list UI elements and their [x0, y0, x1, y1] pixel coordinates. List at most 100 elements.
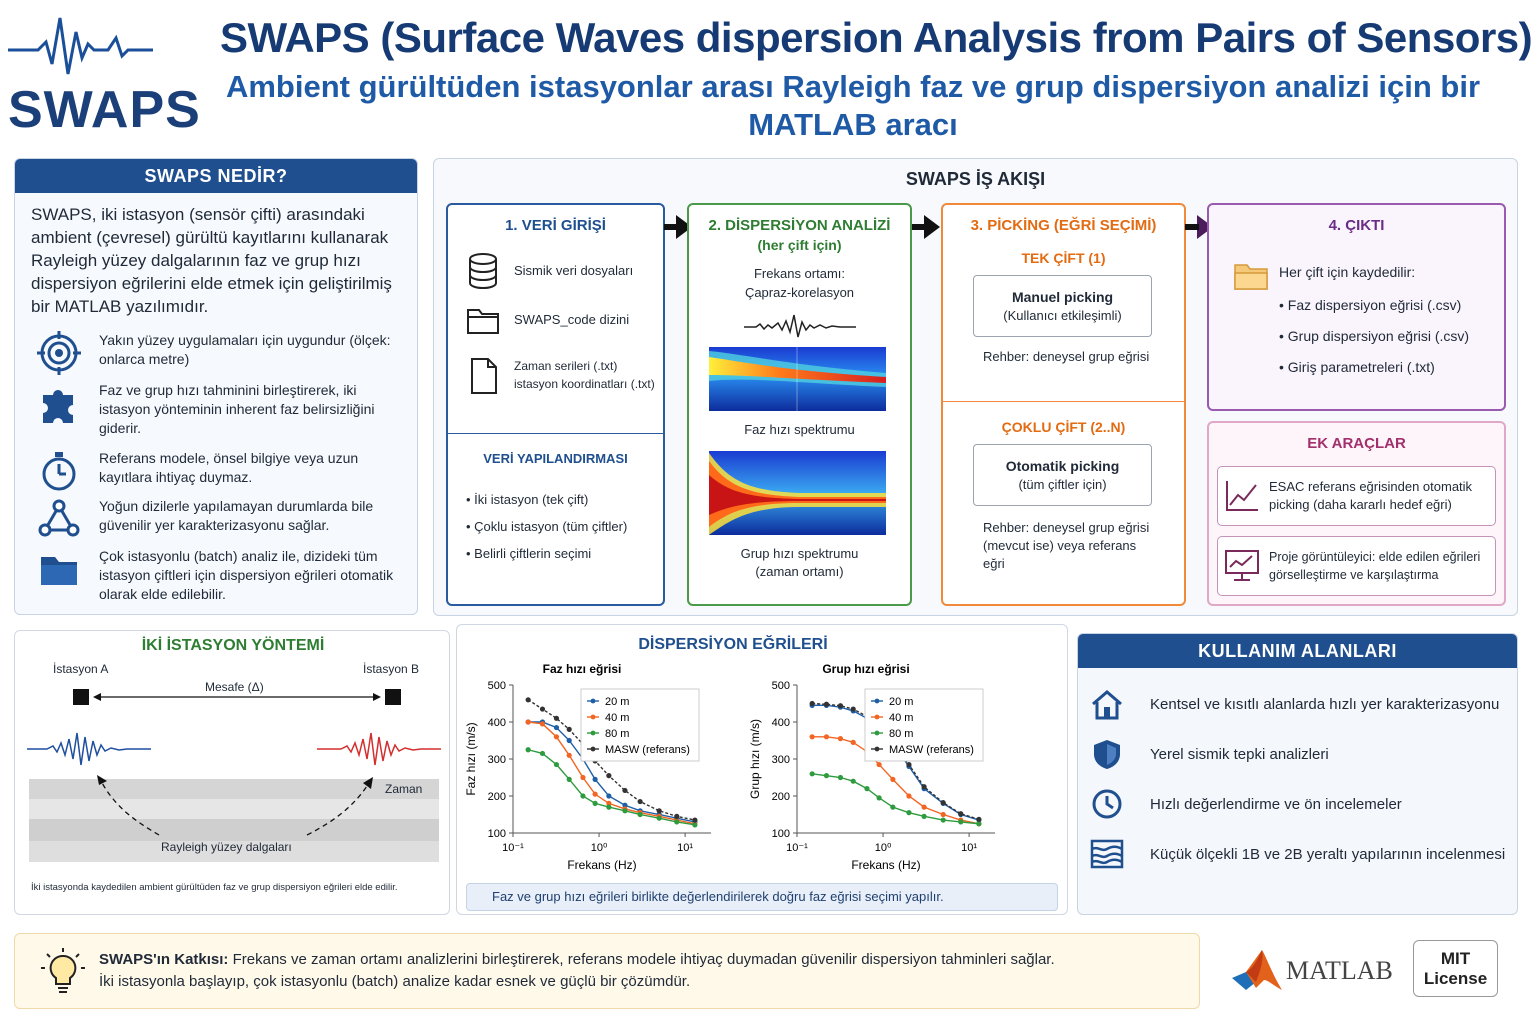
- data-point: [890, 804, 896, 810]
- data-point: [539, 750, 546, 757]
- multi-pair-title: ÇOKLU ÇİFT (2..N): [1001, 419, 1126, 435]
- use-item: Yerel sismik tepki analizleri: [1090, 738, 1329, 770]
- series-line: [527, 749, 696, 826]
- step-output-box: 4. ÇIKTI Her çift için kaydedilir: • Faz…: [1207, 203, 1506, 411]
- x-tick-label: 10¹: [961, 842, 977, 854]
- data-point: [674, 813, 680, 819]
- feature-text: Çok istasyonlu (batch) analiz ile, dizid…: [99, 548, 394, 602]
- x-tick-label: 10⁻¹: [786, 842, 808, 854]
- clock-icon: [1092, 789, 1122, 819]
- workflow-heading: SWAPS İŞ AKIŞI: [905, 169, 1046, 189]
- what-intro: SWAPS, iki istasyon (sensör çifti) arası…: [31, 205, 392, 316]
- logo-wave-icon: [8, 17, 153, 75]
- data-point: [921, 804, 927, 810]
- data-point: [823, 701, 830, 707]
- data-point: [809, 734, 815, 740]
- data-point: [592, 800, 598, 806]
- data-point: [876, 795, 882, 801]
- y-tick-label: 400: [488, 717, 506, 729]
- single-pair-title: TEK ÇİFT (1): [1021, 250, 1106, 266]
- y-tick-label: 500: [772, 680, 790, 692]
- y-tick-label: 100: [772, 828, 790, 840]
- group-spectrum-image: [709, 451, 886, 535]
- step-picking-title: 3. PİCKİNG (EĞRİ SEÇİMİ): [970, 217, 1157, 234]
- two-station-heading: İKİ İSTASYON YÖNTEMİ: [141, 637, 325, 654]
- y-axis-label: Grup hızı (m/s): [748, 719, 762, 799]
- legend-marker: [590, 746, 596, 752]
- data-point: [876, 761, 882, 768]
- x-axis-label: Frekans (Hz): [851, 858, 920, 872]
- legend-marker: [590, 698, 596, 704]
- input-item: Sismik veri dosyaları: [514, 263, 634, 278]
- x-tick-label: 10⁰: [591, 842, 608, 854]
- data-point: [566, 737, 572, 744]
- divider: [943, 401, 1184, 402]
- correlation-wave-icon: [744, 314, 856, 338]
- data-point: [525, 719, 531, 725]
- contribution-label: SWAPS'ın Katkısı:: [99, 951, 229, 968]
- y-tick-label: 300: [488, 754, 506, 766]
- arrow-icon: [912, 215, 940, 239]
- data-point: [976, 821, 982, 827]
- data-point: [692, 822, 698, 828]
- workflow-panel: SWAPS İŞ AKIŞI 1. VERİ GİRİŞİ Sismik ver…: [433, 158, 1518, 616]
- legend-label: 40 m: [889, 712, 913, 724]
- data-point: [622, 802, 628, 808]
- uses-heading: KULLANIM ALANLARI: [1078, 634, 1517, 668]
- data-point: [637, 811, 643, 818]
- extra-tool-text: ESAC referans eğrisinden otomatik pickin…: [1269, 479, 1473, 512]
- feature-item: Çok istasyonlu (batch) analiz ile, dizid…: [37, 547, 417, 604]
- license-line2: License: [1423, 969, 1488, 988]
- feature-text: Referans modele, önsel bilgiye veya uzun…: [99, 450, 359, 485]
- distance-arrow: [93, 693, 381, 701]
- station-b-marker: [385, 689, 401, 705]
- feature-text: Faz ve grup hızı tahminini birleştirerek…: [99, 382, 375, 436]
- data-point: [566, 752, 572, 758]
- config-item: • Çoklu istasyon (tüm çiftler): [466, 519, 628, 534]
- seismogram-b: [317, 732, 441, 766]
- ground-layers: [29, 779, 439, 862]
- data-point: [823, 773, 830, 779]
- legend: [864, 688, 984, 762]
- x-tick-label: 10⁻¹: [502, 842, 524, 854]
- step-analysis-subtitle: (her çift için): [757, 237, 842, 253]
- legend-label: 80 m: [605, 728, 629, 740]
- data-point: [592, 791, 598, 797]
- data-point: [622, 808, 628, 814]
- rayleigh-path: [97, 775, 373, 836]
- legend-marker: [590, 730, 596, 736]
- multi-guide: Rehber: deneysel grup eğrisi (mevcut ise…: [983, 520, 1150, 571]
- manual-picking-title: Manuel picking: [1011, 289, 1114, 305]
- step-picking-box: 3. PİCKİNG (EĞRİ SEÇİMİ) TEK ÇİFT (1) Ma…: [941, 203, 1186, 606]
- data-point: [656, 808, 662, 814]
- data-point: [940, 817, 946, 823]
- freq-label: Frekans ortamı:: [753, 266, 846, 281]
- output-item: • Faz dispersiyon eğrisi (.csv): [1279, 297, 1462, 313]
- y-tick-label: 200: [772, 791, 790, 803]
- uses-panel: KULLANIM ALANLARI Kentsel ve kısıtlı ala…: [1077, 633, 1518, 915]
- lightbulb-icon: [41, 948, 85, 993]
- legend: [580, 688, 700, 762]
- data-point: [921, 813, 927, 819]
- manual-picking-sub: (Kullanıcı etkileşimli): [1003, 308, 1122, 323]
- x-axis-label: Frekans (Hz): [567, 858, 636, 872]
- y-tick-label: 100: [488, 828, 506, 840]
- data-point: [809, 700, 815, 707]
- legend-label: 20 m: [605, 696, 629, 708]
- phase-spectrum-image: [709, 347, 886, 411]
- use-text: Yerel sismik tepki analizleri: [1150, 745, 1329, 763]
- folder-outline-icon: [467, 309, 499, 334]
- rayleigh-label: Rayleigh yüzey dalgaları: [161, 840, 292, 854]
- data-point: [566, 726, 572, 732]
- license-badge: MIT License: [1413, 940, 1498, 997]
- logo-text: SWAPS: [8, 81, 201, 139]
- step-input-box: 1. VERİ GİRİŞİ Sismik veri dosyaları SWA…: [446, 203, 665, 606]
- data-point: [976, 816, 982, 822]
- series-line: [528, 721, 696, 825]
- two-station-caption: İki istasyonda kaydedilen ambient gürült…: [31, 882, 398, 893]
- feature-item: Faz ve grup hızı tahminini birleştirerek…: [37, 381, 417, 438]
- data-point: [606, 793, 612, 799]
- network-icon: [38, 499, 80, 537]
- freq-method: Çapraz-korelasyon: [744, 285, 855, 300]
- extra-tool-item: ESAC referans eğrisinden otomatik pickin…: [1217, 466, 1496, 526]
